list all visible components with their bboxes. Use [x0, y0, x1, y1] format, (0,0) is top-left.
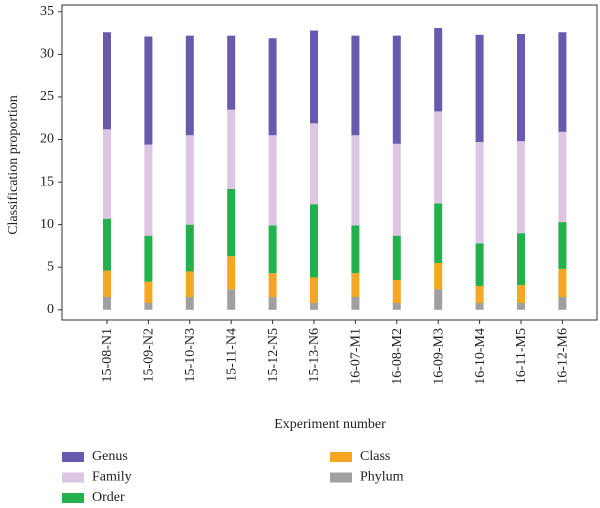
x-tick-label: 16-10-M4	[473, 328, 488, 385]
legend-label: Family	[92, 470, 132, 485]
x-tick-label: 15-10-N3	[183, 328, 198, 382]
x-tick-label: 15-11-N4	[224, 328, 239, 382]
bar-segment	[475, 243, 484, 286]
bar-segment	[103, 32, 111, 130]
bar-segment	[517, 141, 525, 234]
bar-segment	[434, 27, 443, 112]
legend-swatch	[62, 452, 84, 462]
bar-segment	[103, 297, 111, 310]
bar-segment	[558, 268, 567, 298]
bar-segment	[185, 297, 194, 310]
plot-frame	[61, 4, 598, 321]
bar-segment	[144, 235, 153, 282]
x-tick-label: 15-09-N2	[142, 328, 157, 382]
legend-label: Genus	[92, 449, 128, 464]
bar-segment	[144, 281, 153, 303]
bar-segment	[310, 204, 318, 278]
bar-segment	[392, 235, 401, 280]
bar-segment	[310, 302, 318, 310]
legend-label: Class	[360, 449, 390, 464]
bar-segment	[434, 203, 443, 263]
legend-label: Phylum	[360, 470, 404, 485]
bar-segment	[268, 225, 277, 274]
bar-segment	[558, 297, 567, 310]
bar-segment	[517, 233, 525, 286]
bar-segment	[351, 225, 360, 274]
bar-segment	[517, 33, 525, 142]
bar-segment	[227, 109, 236, 189]
y-tick-label: 25	[40, 89, 54, 104]
y-tick-label: 20	[40, 132, 54, 147]
bar-segment	[558, 222, 567, 269]
bar-segment	[475, 142, 484, 244]
bar-segment	[517, 285, 525, 303]
y-tick-label: 35	[40, 4, 54, 19]
bar-segment	[392, 35, 401, 144]
bar-segment	[310, 30, 318, 124]
y-axis-label: Classification proportion	[6, 95, 21, 235]
x-tick-label: 16-09-M3	[431, 328, 446, 385]
bar-segment	[310, 277, 318, 303]
y-tick-label: 30	[40, 47, 54, 62]
bar-segment	[434, 262, 443, 290]
bar-segment	[185, 35, 194, 136]
bar-segment	[434, 111, 443, 204]
legend-swatch	[330, 452, 352, 462]
bar-segment	[144, 36, 153, 145]
y-tick-label: 5	[47, 259, 54, 274]
x-axis-label: Experiment number	[274, 417, 386, 432]
bar-segment	[144, 144, 153, 236]
bar-segment	[185, 135, 194, 225]
x-tick-label: 16-11-M5	[514, 328, 529, 384]
bar-segment	[475, 302, 484, 310]
legend-swatch	[62, 493, 84, 503]
bar-segment	[475, 34, 484, 143]
bar-segment	[268, 135, 277, 226]
x-tick-label: 16-12-M6	[556, 328, 571, 385]
bar-segment	[227, 35, 236, 110]
bar-segment	[185, 271, 194, 298]
y-tick-label: 0	[47, 302, 54, 317]
bar-segment	[434, 289, 443, 310]
bar-segment	[392, 143, 401, 236]
x-tick-label: 16-07-M1	[349, 328, 364, 385]
bar-segment	[227, 289, 236, 310]
y-tick-label: 15	[40, 174, 54, 189]
bar-segment	[475, 285, 484, 303]
legend-swatch	[330, 472, 352, 483]
bar-segment	[351, 135, 360, 226]
legend-swatch	[62, 472, 84, 483]
bar-segment	[103, 129, 111, 219]
bar-segment	[392, 302, 401, 310]
bar-segment	[558, 131, 567, 223]
x-tick-label: 15-13-N6	[307, 328, 322, 382]
bar-segment	[268, 38, 277, 136]
bar-segment	[268, 297, 277, 310]
legend-label: Order	[92, 490, 125, 505]
bar-segment	[144, 302, 153, 310]
bar-segment	[310, 123, 318, 205]
bar-segment	[351, 35, 360, 136]
x-tick-label: 15-12-N5	[266, 328, 281, 382]
bar-segment	[185, 224, 194, 272]
bar-segment	[517, 302, 525, 310]
x-tick-label: 15-08-N1	[100, 328, 115, 382]
bar-segment	[392, 279, 401, 303]
bar-segment	[103, 270, 111, 298]
bar-segment	[227, 188, 236, 257]
y-tick-label: 10	[40, 217, 54, 232]
x-tick-label: 16-08-M2	[390, 328, 405, 385]
bar-segment	[268, 273, 277, 298]
bar-segment	[351, 297, 360, 310]
bar-segment	[558, 32, 567, 132]
bar-segment	[351, 273, 360, 298]
bar-segment	[103, 218, 111, 271]
bar-segment	[227, 256, 236, 290]
